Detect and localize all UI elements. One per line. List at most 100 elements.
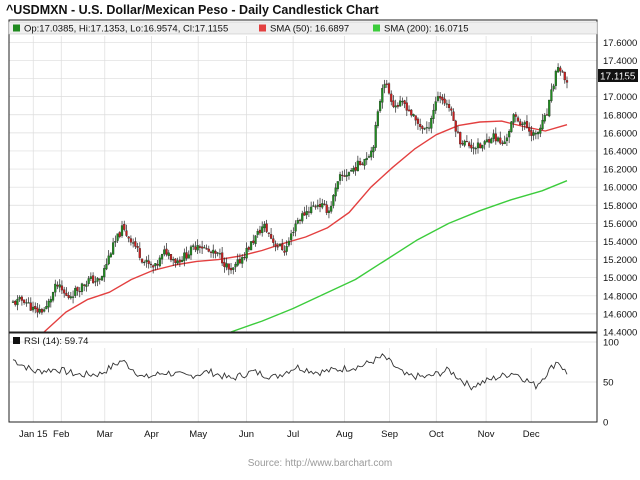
candle-body (314, 206, 317, 208)
candle-body (390, 93, 393, 102)
candle-body (265, 223, 268, 232)
rsi-tick-label: 50 (603, 378, 614, 389)
sma200-line (230, 180, 568, 333)
candle-body (508, 131, 511, 138)
candle-body (127, 236, 130, 239)
candle-body (167, 252, 170, 256)
candle-body (60, 285, 64, 291)
x-tick-label: Jan 15 (19, 429, 48, 440)
candlestick-layer (11, 63, 569, 318)
candle-body (227, 263, 230, 270)
candle-body (249, 241, 253, 251)
candle-body (356, 160, 359, 172)
x-tick-label: Jul (287, 429, 299, 440)
candle-body (149, 263, 153, 265)
candle-body (496, 137, 500, 142)
x-tick-label: Dec (523, 429, 540, 440)
candle-body (338, 174, 342, 181)
candle-body (345, 174, 348, 177)
candle-body (470, 144, 473, 149)
candle-body (138, 248, 141, 258)
x-tick-label: Sep (381, 429, 398, 440)
chart-title: ^USDMXN - U.S. Dollar/Mexican Peso - Dai… (6, 3, 379, 17)
candle-body (563, 71, 566, 81)
candle-body (281, 243, 284, 251)
last-price-label: 17.1155 (600, 72, 636, 83)
candle-body (505, 137, 509, 142)
rsi-tick-label: 100 (603, 338, 619, 349)
candle-body (454, 120, 457, 132)
chart-frames (8, 19, 598, 423)
candle-body (85, 284, 88, 287)
candle-body (129, 238, 133, 243)
candle-body (485, 139, 489, 143)
candle-body (65, 292, 68, 296)
candle-body (347, 172, 351, 176)
candle-body (185, 252, 188, 259)
candle-body (327, 210, 331, 213)
price-tick-label: 14.8000 (603, 291, 637, 302)
candle-body (367, 156, 371, 158)
source-caption: Source: http://www.barchart.com (247, 458, 393, 469)
rsi-line (12, 353, 568, 391)
candle-body (430, 118, 433, 129)
candle-body (514, 114, 517, 117)
candle-body (499, 137, 502, 144)
candle-body (56, 284, 59, 287)
rsi-tick-label: 0 (603, 418, 608, 429)
candle-body (439, 96, 442, 99)
price-tick-label: 17.2000 (603, 74, 637, 85)
candle-body (261, 226, 264, 233)
candle-body (71, 296, 75, 298)
candle-body (459, 132, 462, 145)
price-tick-label: 16.8000 (603, 110, 637, 121)
candle-body (332, 195, 335, 206)
price-tick-label: 16.4000 (603, 146, 637, 157)
candle-body (43, 309, 46, 312)
candle-body (354, 167, 357, 171)
candle-body (488, 139, 491, 143)
candle-body (216, 252, 219, 254)
sma200-layer (230, 180, 568, 333)
candle-body (376, 111, 379, 127)
price-tick-label: 14.4000 (603, 328, 637, 339)
candle-body (334, 187, 337, 197)
candle-body (174, 258, 177, 264)
candle-body (241, 257, 244, 264)
candle-body (352, 168, 355, 172)
candle-body (183, 252, 186, 261)
candle-body (503, 141, 506, 145)
candle-body (312, 205, 315, 207)
candle-body (87, 278, 90, 284)
candle-body (472, 147, 475, 149)
candle-body (387, 83, 391, 94)
candle-body (321, 203, 324, 208)
candle-body (363, 158, 366, 166)
candle-body (234, 263, 237, 268)
candle-body (118, 232, 121, 237)
candle-body (145, 259, 148, 262)
candle-body (396, 105, 400, 107)
candle-body (49, 298, 52, 303)
candle-body (330, 205, 333, 212)
candle-body (34, 306, 37, 310)
candle-body (78, 290, 81, 293)
candle-body (187, 254, 190, 259)
candle-body (58, 284, 61, 288)
candle-body (512, 114, 515, 123)
last-price-box (598, 69, 638, 82)
candle-body (432, 109, 435, 119)
candle-body (365, 157, 368, 161)
candle-body (207, 248, 210, 252)
candle-body (38, 309, 41, 313)
candle-body (447, 104, 451, 109)
candle-body (481, 145, 484, 149)
candle-body (238, 258, 242, 264)
candle-body (252, 240, 255, 243)
candle-body (532, 132, 535, 136)
candle-body (361, 163, 364, 165)
candle-body (548, 99, 551, 117)
candle-body (125, 230, 128, 236)
candle-body (336, 181, 339, 190)
